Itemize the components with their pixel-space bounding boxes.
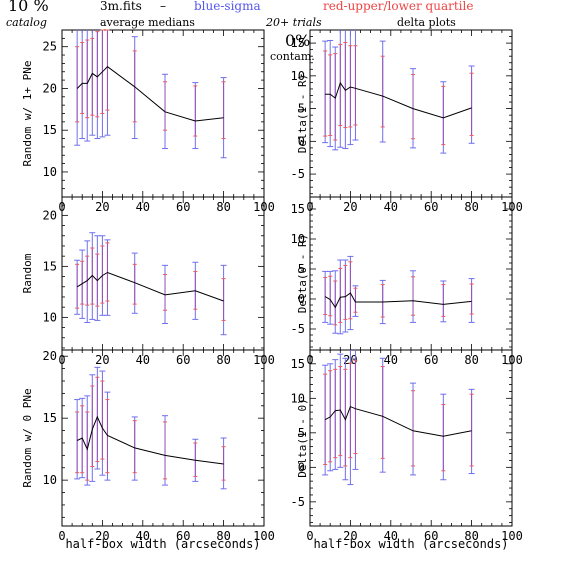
x-tick-label: 60 (424, 353, 438, 367)
y-tick-label: 5 (298, 102, 305, 116)
y-tick-label: 15 (291, 36, 305, 50)
x-tick-label: 20 (343, 529, 357, 543)
y-axis-label: Delta(0 - R) (296, 234, 309, 313)
contam-label: contam. (270, 50, 315, 63)
x-tick-label: 20 (95, 200, 109, 214)
y-tick-label: 5 (298, 262, 305, 276)
y-axis-label: Random w/ 1+ PNe (21, 61, 34, 167)
median-line (76, 415, 224, 465)
y-tick-label: 10 (291, 69, 305, 83)
median-line (76, 66, 224, 122)
y-axis-label: Delta(1 - 0) (296, 398, 309, 477)
y-tick-label: 5 (298, 426, 305, 440)
y-tick-label: 20 (43, 81, 57, 95)
y-axis-label: Delta(1 - R) (296, 74, 309, 153)
x-tick-label: 80 (464, 529, 478, 543)
x-tick-label: 20 (343, 200, 357, 214)
x-tick-label: 40 (384, 353, 398, 367)
x-tick-label: 80 (216, 353, 230, 367)
y-tick-label: -5 (291, 495, 305, 509)
x-tick-label: 80 (216, 529, 230, 543)
y-tick-label: 20 (43, 349, 57, 363)
x-tick-label: 40 (384, 200, 398, 214)
y-tick-label: 10 (291, 391, 305, 405)
x-tick-label: 60 (176, 200, 190, 214)
x-tick-label: 40 (136, 200, 150, 214)
y-tick-label: 15 (43, 259, 57, 273)
y-tick-label: 15 (291, 357, 305, 371)
x-tick-label: 0 (58, 529, 65, 543)
x-tick-label: 60 (424, 200, 438, 214)
x-tick-label: 80 (464, 353, 478, 367)
trials-label: 20+ trials (266, 16, 322, 29)
median-line (324, 405, 472, 437)
y-tick-label: 10 (43, 165, 57, 179)
panel-6: 0 20 40 60 80 100 -5 0 5 10 15 Delta(1 - 0) (291, 349, 523, 543)
x-tick-label: 40 (136, 353, 150, 367)
y-tick-label: 10 (43, 473, 57, 487)
blue-sigma-legend: blue-sigma (194, 0, 261, 13)
y-tick-label: 15 (43, 123, 57, 137)
x-tick-label: 80 (464, 200, 478, 214)
y-axis-label: Random (21, 253, 34, 293)
y-tick-label: 20 (43, 208, 57, 222)
x-tick-label: 80 (216, 200, 230, 214)
x-tick-label: 0 (306, 529, 313, 543)
y-tick-label: 25 (43, 40, 57, 54)
y-tick-label: 10 (291, 232, 305, 246)
median-line (76, 271, 224, 302)
delta-plots-label: delta plots (397, 16, 456, 29)
x-tick-label: 60 (176, 529, 190, 543)
contam-percent-label: 0% (285, 31, 311, 50)
y-tick-label: -5 (291, 167, 305, 181)
red-quartile-legend: red-upper/lower quartile (323, 0, 474, 13)
x-tick-label: 60 (424, 529, 438, 543)
y-tick-label: 0 (298, 134, 305, 148)
median-line (325, 81, 472, 119)
file-label: 3m.fits (100, 0, 142, 13)
medians-label: average medians (100, 16, 195, 29)
x-tick-label: 100 (253, 529, 275, 543)
x-tick-label: 60 (176, 353, 190, 367)
y-tick-label: 15 (291, 202, 305, 216)
y-tick-label: 10 (43, 310, 57, 324)
percent-label: 10 % (8, 0, 49, 15)
catalog-label: catalog (6, 16, 47, 29)
y-axis-label: Random w/ 0 PNe (21, 388, 34, 487)
x-tick-label: 100 (501, 529, 523, 543)
dash-label: – (160, 0, 166, 13)
x-tick-label: 40 (136, 529, 150, 543)
x-axis-label: half-box width (arcseconds) (65, 537, 260, 551)
y-tick-label: -5 (291, 322, 305, 336)
y-tick-label: 0 (298, 292, 305, 306)
panel-5: 0 20 40 60 80 100 10 15 20 Random w/ 0 PNe (21, 349, 275, 543)
x-tick-label: 20 (95, 353, 109, 367)
x-axis-label: half-box width (arcseconds) (313, 537, 508, 551)
x-tick-label: 40 (384, 529, 398, 543)
median-line (324, 292, 472, 309)
y-tick-label: 0 (298, 460, 305, 474)
x-tick-label: 20 (95, 529, 109, 543)
y-tick-label: 15 (43, 411, 57, 425)
